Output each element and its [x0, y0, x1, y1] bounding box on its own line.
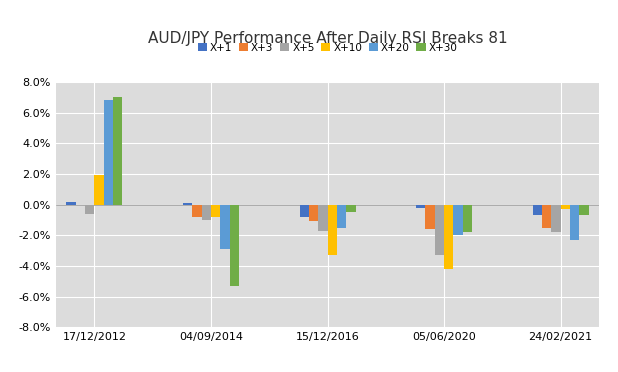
Bar	[337, 205, 346, 228]
Bar	[230, 205, 239, 286]
Bar	[183, 203, 192, 205]
Bar	[221, 205, 230, 249]
Bar	[201, 205, 211, 220]
Bar	[561, 205, 570, 209]
Bar	[300, 205, 309, 217]
Bar	[328, 205, 337, 255]
Bar	[104, 100, 113, 205]
Bar	[463, 205, 472, 232]
Bar	[346, 205, 355, 212]
Bar	[113, 97, 122, 205]
Bar	[454, 205, 463, 235]
Bar	[318, 205, 328, 231]
Bar	[85, 205, 95, 214]
Bar	[551, 205, 561, 232]
Title: AUD/JPY Performance After Daily RSI Breaks 81: AUD/JPY Performance After Daily RSI Brea…	[148, 31, 507, 46]
Bar	[309, 205, 318, 221]
Bar	[533, 205, 542, 215]
Bar	[434, 205, 444, 255]
Bar	[542, 205, 551, 228]
Bar	[579, 205, 588, 215]
Bar	[444, 205, 454, 269]
Bar	[416, 205, 425, 208]
Bar	[192, 205, 201, 217]
Bar	[570, 205, 579, 240]
Bar	[95, 176, 104, 205]
Legend: X+1, X+3, X+5, X+10, X+20, X+30: X+1, X+3, X+5, X+10, X+20, X+30	[198, 43, 457, 53]
Bar	[67, 202, 76, 205]
Bar	[425, 205, 434, 229]
Bar	[211, 205, 221, 217]
